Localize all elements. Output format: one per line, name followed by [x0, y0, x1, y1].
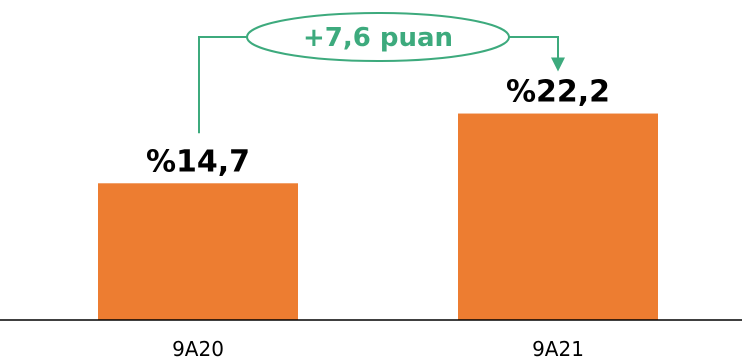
labels-layer: %14,7 9A20 %22,2 9A21 [146, 75, 610, 361]
bar-9A21 [458, 113, 658, 320]
change-annotation: +7,6 puan [198, 12, 565, 134]
value-label-9A21: %22,2 [506, 75, 610, 110]
value-label-9A20: %14,7 [146, 144, 250, 179]
bar-9A20 [98, 183, 298, 320]
change-label: +7,6 puan [303, 23, 453, 53]
arrowhead-icon [551, 57, 565, 72]
bars-layer [98, 113, 658, 320]
category-label-9A21: 9A21 [532, 337, 584, 361]
category-label-9A20: 9A20 [172, 337, 224, 361]
annotation-ellipse [246, 12, 510, 62]
